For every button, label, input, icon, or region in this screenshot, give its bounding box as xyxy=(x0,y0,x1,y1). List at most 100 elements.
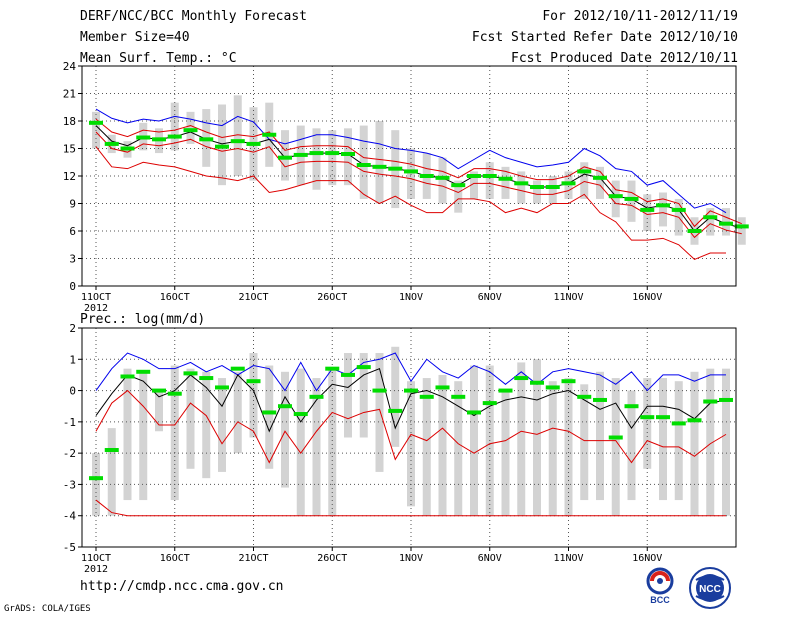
ensemble-box xyxy=(186,111,195,144)
median-marker xyxy=(136,135,151,140)
median-marker xyxy=(467,174,481,178)
median-marker xyxy=(703,399,718,404)
median-marker xyxy=(467,410,481,415)
x-tick-label: 21OCT xyxy=(238,292,268,303)
median-marker xyxy=(183,128,198,133)
ensemble-box xyxy=(281,371,289,488)
ensemble-box xyxy=(344,128,352,186)
ensemble-box xyxy=(344,353,352,438)
median-marker xyxy=(593,397,607,402)
ensemble-box xyxy=(659,192,667,227)
source-url[interactable]: http://cmdp.ncc.cma.gov.cn xyxy=(80,579,284,594)
ensemble-box xyxy=(627,390,636,501)
x-tick-label: 21OCT xyxy=(238,553,268,564)
median-marker xyxy=(577,169,592,174)
median-marker xyxy=(482,401,497,406)
refer-date: Fcst Started Refer Date 2012/10/10 xyxy=(471,30,738,45)
median-marker xyxy=(419,174,434,178)
ensemble-box xyxy=(501,390,510,516)
ensemble-box xyxy=(580,162,589,199)
median-marker xyxy=(246,379,261,384)
series-line-upper xyxy=(95,352,726,392)
ensemble-box xyxy=(328,130,337,186)
ensemble-box xyxy=(312,128,321,190)
ensemble-box xyxy=(139,371,148,501)
median-marker xyxy=(608,194,623,199)
forecast-period: For 2012/10/11-2012/11/19 xyxy=(542,9,738,24)
median-marker xyxy=(230,139,245,144)
median-marker xyxy=(577,394,592,399)
ensemble-box xyxy=(375,353,384,472)
ensemble-box xyxy=(407,381,415,507)
median-marker xyxy=(325,366,340,371)
ensemble-box xyxy=(548,176,557,204)
median-marker xyxy=(104,141,119,146)
series-line-lower xyxy=(95,146,726,261)
median-marker xyxy=(498,176,513,181)
ensemble-box xyxy=(375,121,384,204)
median-marker xyxy=(120,374,135,379)
x-tick-label: 6NOV xyxy=(478,292,502,303)
bcc-logo: BCC xyxy=(646,567,674,605)
year-label: 2012 xyxy=(84,564,108,575)
ensemble-box xyxy=(659,378,667,501)
series-line-mean-upper xyxy=(95,118,742,228)
ensemble-box xyxy=(611,180,620,218)
precipitation-panel: -5 -4 -3 -2 -1 0 1 2 11OCT 16OCT 21OCT 26OCT 1NOV 6NO… xyxy=(63,312,737,575)
median-marker xyxy=(356,365,371,370)
ensemble-box xyxy=(470,365,478,516)
y-tick-label: 1 xyxy=(69,353,76,366)
y-tick-label: 2 xyxy=(69,322,76,335)
plot-frame xyxy=(81,327,737,548)
median-marker xyxy=(309,394,324,399)
median-marker xyxy=(514,376,529,381)
ensemble-box xyxy=(438,374,447,516)
median-marker xyxy=(435,385,450,390)
median-marker xyxy=(293,412,308,417)
x-tick-label: 16OCT xyxy=(160,553,190,564)
ensemble-box xyxy=(265,365,274,469)
x-tick-label: 16NOV xyxy=(632,553,662,564)
ensemble-box xyxy=(249,353,258,438)
ensemble-box xyxy=(218,378,226,472)
ensemble-box xyxy=(533,359,541,516)
ensemble-box xyxy=(501,166,510,199)
median-marker xyxy=(435,175,450,180)
median-marker xyxy=(687,418,702,423)
median-marker xyxy=(530,380,544,385)
ncc-logo-text: NCC xyxy=(699,584,721,595)
median-marker xyxy=(199,137,214,142)
median-marker xyxy=(530,185,544,189)
ensemble-box xyxy=(186,368,195,469)
median-marker xyxy=(561,379,576,384)
median-marker xyxy=(640,207,655,212)
median-marker xyxy=(104,448,119,453)
ensemble-box xyxy=(422,378,431,516)
median-marker xyxy=(89,120,103,125)
y-tick-label: -1 xyxy=(63,416,76,429)
ncc-logo: NCC xyxy=(689,567,731,609)
median-marker xyxy=(246,141,261,146)
y-tick-label: 6 xyxy=(69,225,76,238)
ensemble-box xyxy=(627,180,636,222)
median-marker xyxy=(703,215,718,220)
median-marker xyxy=(719,221,733,226)
median-marker xyxy=(278,404,292,409)
median-marker xyxy=(404,388,418,393)
series-line-ensemble-lower xyxy=(95,389,727,464)
year-label: 2012 xyxy=(84,303,108,314)
x-tick-label: 11OCT xyxy=(81,553,111,564)
median-marker xyxy=(309,151,324,156)
header-left: DERF/NCC/BCC Monthly Forecast Member Siz… xyxy=(80,7,307,70)
produced-date: Fcst Produced Date 2012/10/11 xyxy=(511,51,738,66)
ensemble-box xyxy=(470,171,478,199)
median-marker xyxy=(152,137,166,142)
y-tick-label: 0 xyxy=(69,280,76,293)
median-marker xyxy=(215,385,229,390)
ensemble-box xyxy=(485,162,494,199)
x-tick-label: 11NOV xyxy=(553,553,583,564)
median-marker xyxy=(671,207,686,212)
y-tick-label: -3 xyxy=(63,478,76,491)
median-marker xyxy=(199,376,214,381)
